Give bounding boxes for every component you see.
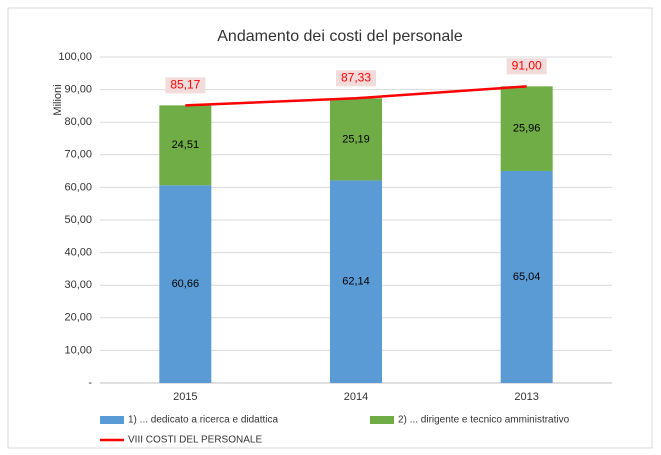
bar-segment [159,105,212,186]
data-label: 91,00 [512,59,542,73]
chart-title: Andamento dei costi del personale [217,28,463,45]
legend-swatch [370,416,394,424]
data-label: 25,96 [513,123,541,135]
x-tick-label: 2015 [173,391,197,403]
line-series [185,85,527,107]
legend-swatch [100,416,124,424]
bar-segment [500,170,553,383]
y-tick-label: 30,00 [64,279,92,291]
legend-label: 2) ... dirigente e tecnico amministrativ… [398,415,570,426]
data-label: 25,19 [342,133,370,145]
y-tick-label: 20,00 [64,312,92,324]
data-label: 60,66 [172,278,200,290]
y-tick-label: 100,00 [58,51,92,63]
legend-label: 1) ... dedicato a ricerca e didattica [128,415,279,426]
x-tick-label: 2013 [514,391,538,403]
bar-segment [500,86,553,171]
data-label: 87,33 [341,70,371,84]
bar-segment [159,185,212,383]
y-tick-label: 80,00 [64,116,92,128]
y-tick-label: 70,00 [64,149,92,161]
data-label: 85,17 [170,78,200,92]
y-tick-label: 90,00 [64,84,92,96]
bar-segment [330,98,382,181]
y-tick-label: 10,00 [64,344,92,356]
y-tick-label: 40,00 [64,247,92,259]
x-tick-label: 2014 [344,391,368,403]
y-axis-label: Milioni [52,84,64,115]
data-label: 65,04 [513,271,541,283]
y-tick-label: 60,00 [64,181,92,193]
data-label-box [336,70,376,87]
y-tick-label: - [88,377,92,389]
data-label-box [165,77,206,94]
legend-label: VIII COSTI DEL PERSONALE [128,435,262,446]
data-label: 62,14 [342,276,370,288]
data-label-box [506,58,547,75]
bar-segment [330,180,382,383]
y-tick-label: 50,00 [64,214,92,226]
data-label: 24,51 [172,139,200,151]
